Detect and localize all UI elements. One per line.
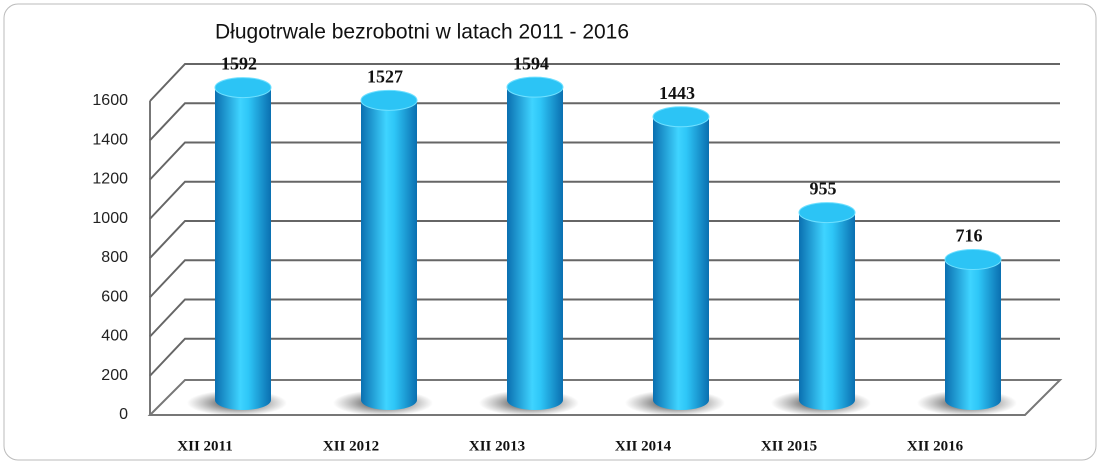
bar-top [214,77,272,99]
chart-title: Długotrwale bezrobotni w latach 2011 - 2… [215,21,629,44]
grid-line [149,259,1060,298]
grid-line [149,298,1060,338]
grid-line [149,180,1060,220]
bar [507,87,563,411]
x-tick-label: XII 2015 [761,438,817,454]
grid-line [149,337,1060,377]
grid-line [149,220,1060,259]
value-label: 1527 [367,66,403,86]
bar [361,100,417,411]
bar-top [506,76,564,98]
x-tick-label: XII 2012 [323,438,379,454]
bar [799,212,855,410]
bar-top [798,202,856,224]
value-label: 716 [956,226,983,246]
value-label: 1443 [659,83,695,103]
y-tick-label: 1600 [92,92,128,109]
value-label: 1594 [513,53,549,73]
y-tick-label: 200 [101,367,128,384]
y-tick-label: 600 [101,288,128,305]
value-label: 1592 [221,54,257,74]
x-tick-label: XII 2014 [615,438,672,454]
bar-top [652,106,710,128]
y-tick-label: 1000 [92,210,128,227]
bar-top [360,89,418,111]
y-tick-label: 0 [119,406,128,423]
y-tick-label: 400 [101,328,128,345]
grid-line [149,102,1060,141]
bar [945,259,1001,410]
grid-line [149,141,1060,181]
value-label: 955 [810,179,837,199]
bar-top [944,248,1002,270]
grid-line [149,63,1060,102]
x-tick-label: XII 2013 [469,438,525,454]
y-tick-label: 800 [101,249,128,266]
x-tick-label: XII 2016 [907,438,964,454]
x-tick-label: XII 2011 [177,438,232,454]
bar [653,116,709,410]
bar [215,87,271,410]
y-tick-label: 1400 [92,131,128,148]
y-tick-label: 1200 [92,171,128,188]
